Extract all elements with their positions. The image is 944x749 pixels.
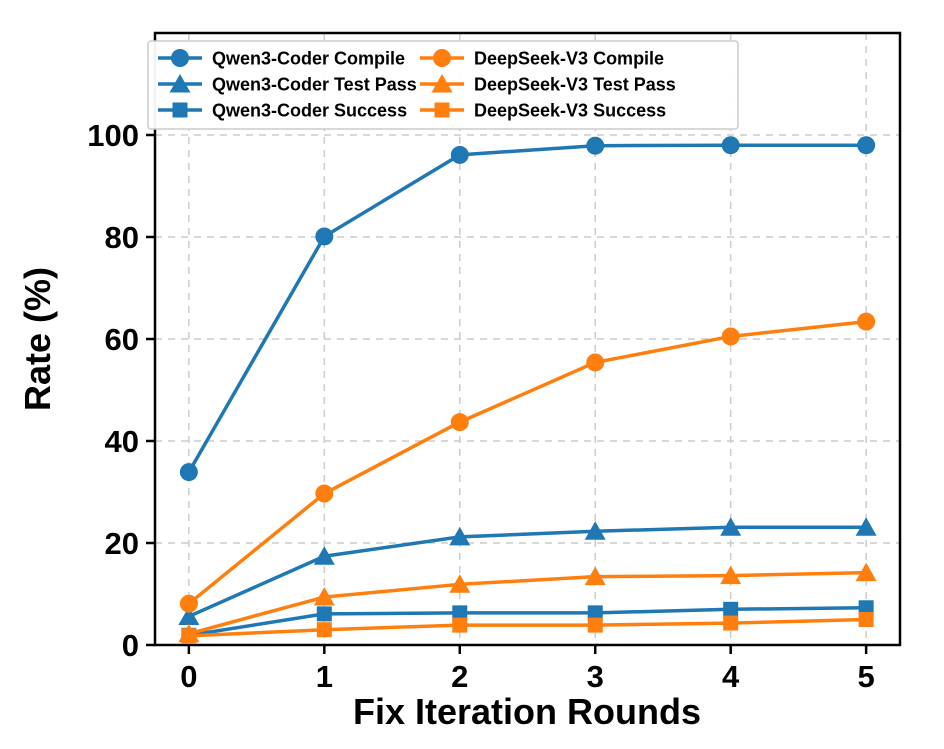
- triangle-marker: [855, 517, 877, 536]
- legend-entry: Qwen3-Coder Success: [158, 101, 407, 121]
- square-marker: [434, 102, 450, 118]
- series-line: [187, 143, 867, 473]
- circle-marker: [857, 136, 876, 155]
- x-tick-label: 5: [858, 659, 875, 694]
- legend-entry: DeepSeek-V3 Success: [420, 101, 666, 121]
- y-tick-label: 0: [122, 628, 139, 663]
- square-marker: [723, 615, 739, 631]
- data-series: [178, 136, 877, 644]
- triangle-marker: [313, 546, 335, 565]
- square-marker: [172, 102, 188, 118]
- legend-label: Qwen3-Coder Compile: [212, 49, 405, 69]
- circle-marker: [179, 463, 198, 482]
- legend-label: DeepSeek-V3 Success: [474, 101, 666, 121]
- square-marker: [452, 617, 468, 633]
- series-deepseek-v3-compile: [179, 312, 876, 613]
- y-tick-label: 20: [105, 526, 139, 561]
- series-line: [188, 570, 867, 636]
- x-tick-label: 4: [722, 659, 740, 694]
- square-marker: [723, 601, 739, 617]
- x-tick-label: 3: [587, 659, 604, 694]
- square-marker: [858, 612, 874, 627]
- circle-marker: [450, 145, 469, 164]
- circle-marker: [450, 413, 469, 432]
- square-marker: [316, 606, 332, 622]
- circle-marker: [433, 49, 451, 67]
- triangle-marker: [855, 562, 877, 582]
- legend-label: DeepSeek-V3 Test Pass: [474, 75, 676, 95]
- y-tick-label: 100: [87, 118, 139, 153]
- series-deepseek-v3-success: [181, 612, 874, 644]
- circle-marker: [586, 353, 605, 372]
- triangle-marker: [169, 74, 191, 93]
- square-marker: [858, 600, 874, 616]
- triangle-marker: [431, 74, 453, 93]
- x-tick-label: 0: [180, 659, 197, 694]
- square-marker: [587, 617, 603, 633]
- legend-label: Qwen3-Coder Success: [212, 101, 407, 121]
- square-marker: [181, 628, 197, 644]
- circle-marker: [315, 227, 334, 246]
- axis-ticks: [146, 133, 868, 654]
- circle-marker: [721, 327, 740, 346]
- legend: Qwen3-Coder Compile Qwen3-Coder Test Pass…: [147, 40, 739, 130]
- triangle-marker: [449, 526, 471, 546]
- series-qwen3-coder-compile: [179, 136, 876, 482]
- triangle-marker: [720, 517, 742, 536]
- triangle-marker: [584, 566, 606, 586]
- y-tick-label: 80: [105, 220, 139, 255]
- tick-labels: 0 1 2 3 4 5 0 20 40 60 80 100: [87, 118, 874, 694]
- y-tick-label: 60: [105, 322, 139, 357]
- triangle-marker: [313, 587, 335, 606]
- square-marker: [587, 605, 603, 621]
- triangle-marker: [720, 565, 742, 585]
- circle-marker: [721, 136, 740, 155]
- y-tick-label: 40: [105, 424, 139, 459]
- x-tick-label: 2: [451, 659, 468, 694]
- legend-label: Qwen3-Coder Test Pass: [212, 75, 417, 95]
- circle-marker: [171, 49, 189, 67]
- legend-entry: Qwen3-Coder Test Pass: [158, 74, 417, 95]
- series-line: [188, 617, 867, 638]
- triangle-marker: [449, 574, 471, 593]
- circle-marker: [315, 484, 334, 503]
- square-marker: [316, 622, 332, 638]
- x-axis-label: Fix Iteration Rounds: [353, 691, 701, 732]
- series-qwen3-coder-test-pass: [178, 517, 877, 625]
- triangle-marker: [178, 606, 200, 625]
- circle-marker: [857, 312, 876, 331]
- square-marker: [452, 605, 468, 621]
- series-line: [187, 319, 867, 606]
- circle-marker: [179, 594, 198, 613]
- y-axis-label: Rate (%): [17, 267, 58, 411]
- x-tick-label: 1: [316, 659, 333, 694]
- legend-entry: Qwen3-Coder Compile: [158, 49, 405, 69]
- circle-marker: [586, 136, 605, 155]
- series-line: [188, 525, 867, 619]
- legend-entry: DeepSeek-V3 Compile: [420, 49, 664, 69]
- legend-label: DeepSeek-V3 Compile: [474, 49, 664, 69]
- series-line: [188, 606, 867, 638]
- triangle-marker: [584, 521, 606, 540]
- legend-entry: DeepSeek-V3 Test Pass: [420, 74, 676, 95]
